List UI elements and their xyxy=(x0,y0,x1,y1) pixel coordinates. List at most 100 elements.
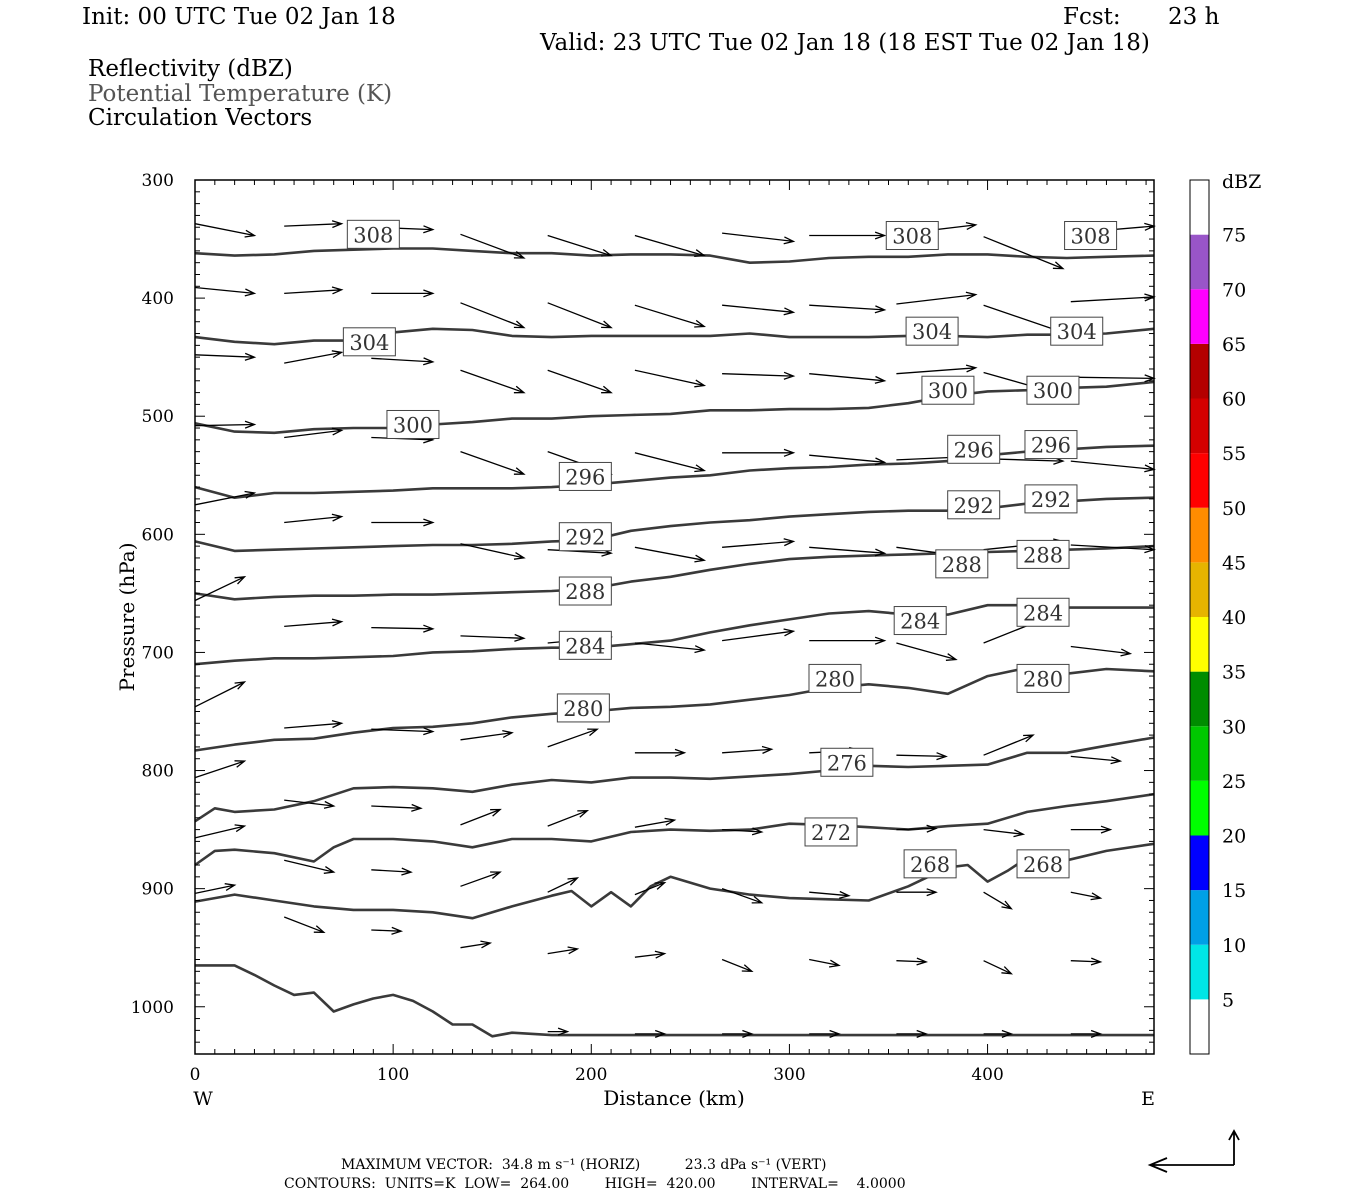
circulation-vector xyxy=(371,803,423,812)
circulation-vector xyxy=(634,546,707,563)
theta-contour-296 xyxy=(194,444,1155,500)
circulation-vector xyxy=(194,420,257,429)
circulation-vector xyxy=(194,883,237,895)
axis-ticks: 0 100 200 300 400 300 400 500 600 700 800 900 1000 xyxy=(131,171,1154,1085)
contour-label: 308 xyxy=(1071,225,1111,249)
circulation-vector xyxy=(721,887,764,904)
contour-label: 300 xyxy=(928,379,968,403)
contour-label-box xyxy=(921,375,975,405)
circulation-vector xyxy=(460,543,526,560)
y-tick-label: 800 xyxy=(142,762,174,782)
x-tick-label: 100 xyxy=(377,1065,409,1085)
y-tick-label: 1000 xyxy=(131,998,174,1018)
colorbar-label: 55 xyxy=(1222,443,1246,465)
circulation-vector xyxy=(896,957,929,966)
x-tick-label: 300 xyxy=(773,1065,805,1085)
circulation-vector xyxy=(194,681,247,708)
circulation-vector xyxy=(1070,293,1156,303)
colorbar-segment xyxy=(1190,617,1209,672)
colorbar-segment xyxy=(1190,289,1209,344)
contour-label-box xyxy=(558,576,612,606)
circulation-vector xyxy=(1070,1029,1103,1039)
field-reflectivity: Reflectivity (dBZ) xyxy=(88,56,293,82)
circulation-vector xyxy=(371,867,413,876)
contour-label-box xyxy=(820,747,874,777)
contour-label-box xyxy=(342,327,396,357)
circulation-vector xyxy=(547,810,590,827)
contour-label: 304 xyxy=(912,320,952,344)
contour-label-box xyxy=(903,849,957,879)
circulation-vector xyxy=(547,946,580,955)
colorbar-label: 60 xyxy=(1222,389,1246,411)
circulation-vector xyxy=(722,304,796,316)
valid-time: Valid: 23 UTC Tue 02 Jan 18 (18 EST Tue … xyxy=(540,30,1150,56)
theta-contours xyxy=(194,247,1155,1038)
circulation-vector xyxy=(460,940,493,949)
contour-label: 276 xyxy=(827,751,867,775)
circulation-vector xyxy=(634,881,667,896)
circulation-vector xyxy=(371,727,435,736)
circulation-vector xyxy=(809,304,887,314)
circulation-vector xyxy=(809,958,841,968)
circulation-vector xyxy=(547,728,599,748)
circulation-vector xyxy=(460,369,526,394)
contour-label-box xyxy=(1016,539,1070,569)
circulation-vector xyxy=(194,490,257,506)
circulation-vector xyxy=(460,633,526,642)
circulation-vector xyxy=(460,233,526,259)
colorbar-segment xyxy=(1190,890,1209,945)
y-tick-label: 600 xyxy=(142,525,174,545)
theta-contour-surface xyxy=(195,964,1154,1038)
forecast-label: Fcst: xyxy=(1063,4,1121,30)
y-tick-label: 900 xyxy=(142,880,174,900)
circulation-vector xyxy=(460,871,502,887)
colorbar-segment xyxy=(1190,835,1209,891)
contour-label-box xyxy=(935,549,989,579)
contour-label: 284 xyxy=(565,634,605,658)
colorbar-segment xyxy=(1190,999,1209,1054)
colorbar-label: 45 xyxy=(1222,552,1246,574)
circulation-vector xyxy=(722,1029,754,1039)
plot-frame xyxy=(194,179,1155,1055)
contour-label-box xyxy=(558,630,612,660)
circulation-vector xyxy=(983,236,1065,270)
field-circulation-vectors: Circulation Vectors xyxy=(88,105,313,131)
x-right-label: E xyxy=(1141,1088,1155,1110)
circulation-vector xyxy=(809,231,887,240)
contour-label: 284 xyxy=(1023,601,1063,625)
contour-label-box xyxy=(1026,375,1080,405)
colorbar-segment xyxy=(1190,671,1209,727)
contour-label: 280 xyxy=(815,667,855,691)
circulation-vector xyxy=(1070,957,1103,966)
colorbar-label: 30 xyxy=(1222,716,1246,738)
circulation-vector xyxy=(460,808,502,826)
circulation-vector xyxy=(371,289,435,298)
colorbar-segment xyxy=(1190,507,1209,563)
circulation-vector xyxy=(634,950,667,959)
contour-labels: 308 308 308 304 304 304 300 300 300 296 296 296 292 2… xyxy=(342,219,1118,879)
contour-label: 296 xyxy=(1031,434,1071,458)
forecast-hour: 23 h xyxy=(1168,4,1220,30)
colorbar-label: 65 xyxy=(1222,334,1246,356)
circulation-vector xyxy=(983,828,1026,838)
circulation-vector xyxy=(896,1029,928,1039)
circulation-vector xyxy=(547,369,613,394)
y-tick-label: 700 xyxy=(142,643,174,663)
contour-label-box xyxy=(905,316,959,346)
circulation-vector xyxy=(547,234,613,257)
circulation-vector xyxy=(634,748,687,757)
theta-contour-276 xyxy=(194,736,1155,823)
x-axis-title: Distance (km) xyxy=(603,1086,745,1110)
contour-label: 280 xyxy=(563,697,603,721)
axis-labels: Distance (km) Pressure (hPa) W E xyxy=(115,543,1155,1110)
circulation-vector xyxy=(896,364,978,375)
contour-label: 288 xyxy=(942,553,982,577)
circulation-vector xyxy=(460,450,526,475)
circulation-vector xyxy=(722,628,796,642)
circulation-vector xyxy=(722,745,774,754)
colorbar-segment xyxy=(1190,944,1209,1000)
contour-label: 308 xyxy=(892,225,932,249)
circulation-vector xyxy=(194,575,247,602)
contour-label-box xyxy=(1016,849,1070,879)
reflectivity-colorbar: dBZ 5 10 15 20 25 30 35 40 45 50 55 60 65 70 75 xyxy=(1189,171,1261,1055)
